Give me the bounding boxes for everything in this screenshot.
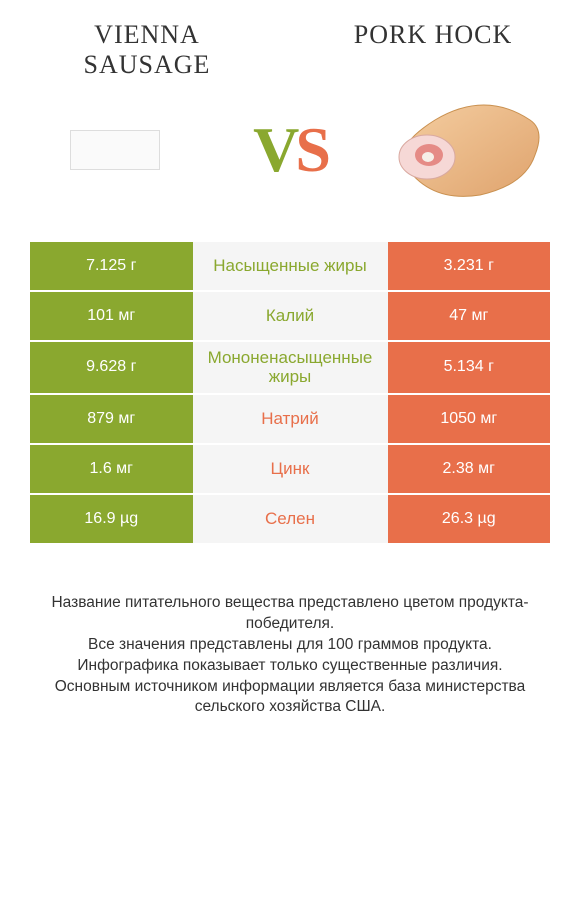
vs-s: S [295,114,327,185]
images-row: VS [30,90,550,210]
pork-hock-icon [385,95,545,205]
nutrient-label: Насыщенные жиры [193,242,388,290]
vienna-sausage-image-placeholder [70,130,160,170]
nutrient-table: 7.125 гНасыщенные жиры3.231 г101 мгКалий… [30,240,550,543]
table-row: 9.628 гМононенасыщенные жиры5.134 г [30,340,550,393]
value-left: 101 мг [30,292,193,340]
value-left: 16.9 µg [30,495,193,543]
vs-label: VS [253,113,327,187]
table-row: 7.125 гНасыщенные жиры3.231 г [30,240,550,290]
title-right: Pork hock [316,20,550,50]
footer-line-1: Название питательного вещества представл… [35,593,545,635]
nutrient-label: Мононенасыщенные жиры [193,342,388,393]
value-right: 47 мг [388,292,551,340]
table-row: 16.9 µgСелен26.3 µg [30,493,550,543]
table-row: 101 мгКалий47 мг [30,290,550,340]
nutrient-label: Цинк [193,445,388,493]
nutrient-label: Селен [193,495,388,543]
value-left: 9.628 г [30,342,193,393]
footer-line-3: Инфографика показывает только существенн… [35,656,545,677]
header-row: Vienna sausage Pork hock [30,20,550,80]
nutrient-label: Натрий [193,395,388,443]
value-left: 1.6 мг [30,445,193,493]
infographic-container: Vienna sausage Pork hock VS [0,0,580,738]
table-row: 1.6 мгЦинк2.38 мг [30,443,550,493]
header-left: Vienna sausage [30,20,264,80]
value-left: 879 мг [30,395,193,443]
vs-v: V [253,114,295,185]
value-right: 1050 мг [388,395,551,443]
value-right: 3.231 г [388,242,551,290]
footer-line-2: Все значения представлены для 100 граммо… [35,635,545,656]
left-image-box [30,90,200,210]
title-left: Vienna sausage [30,20,264,80]
table-row: 879 мгНатрий1050 мг [30,393,550,443]
value-right: 26.3 µg [388,495,551,543]
header-right: Pork hock [316,20,550,50]
value-left: 7.125 г [30,242,193,290]
footer-line-4: Основным источником информации является … [35,677,545,719]
nutrient-label: Калий [193,292,388,340]
value-right: 2.38 мг [388,445,551,493]
value-right: 5.134 г [388,342,551,393]
footer-notes: Название питательного вещества представл… [30,593,550,719]
right-image-box [380,90,550,210]
